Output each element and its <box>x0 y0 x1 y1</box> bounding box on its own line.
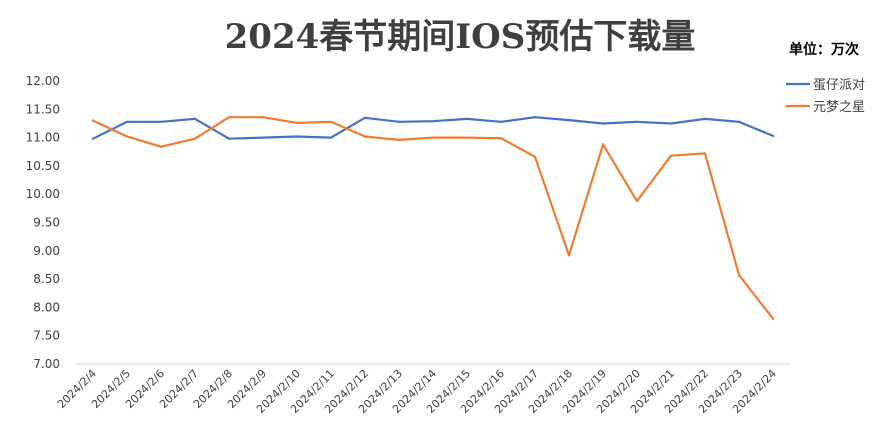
data-point <box>635 120 639 123</box>
data-point <box>193 137 197 140</box>
data-point <box>635 199 639 203</box>
data-point <box>703 117 707 120</box>
y-tick-label: 9.50 <box>33 216 60 230</box>
data-point <box>567 254 571 257</box>
data-point <box>567 119 571 122</box>
data-point <box>261 136 265 139</box>
data-point <box>125 120 129 123</box>
data-point <box>737 120 741 123</box>
legend-label: 元梦之星 <box>813 100 865 115</box>
data-point <box>329 136 333 139</box>
data-point <box>601 122 605 125</box>
data-point <box>363 135 367 138</box>
data-point <box>295 135 299 138</box>
y-tick-label: 10.00 <box>26 187 60 201</box>
data-point <box>771 134 775 137</box>
x-axis: 2024/2/42024/2/52024/2/62024/2/72024/2/8… <box>55 367 779 416</box>
y-tick-label: 11.50 <box>26 102 60 116</box>
data-point <box>499 137 503 140</box>
data-point <box>159 145 163 148</box>
data-point <box>193 117 197 120</box>
y-tick-label: 11.00 <box>26 131 60 145</box>
data-point <box>227 137 231 140</box>
data-point <box>703 152 707 155</box>
data-point <box>261 116 265 119</box>
data-point <box>533 155 537 158</box>
data-point <box>465 136 469 139</box>
data-point <box>295 121 299 124</box>
data-point <box>227 116 231 119</box>
data-point <box>669 154 673 157</box>
data-point <box>125 135 129 138</box>
data-point <box>159 120 163 123</box>
data-point <box>431 136 435 139</box>
data-point <box>669 122 673 125</box>
data-point <box>91 137 95 140</box>
plot-area <box>91 116 775 320</box>
y-tick-label: 8.50 <box>33 272 60 286</box>
data-point <box>499 120 503 123</box>
data-point <box>91 119 95 122</box>
y-tick-label: 8.00 <box>33 300 60 314</box>
data-point <box>397 138 401 141</box>
unit-label: 单位：万次 <box>789 41 859 58</box>
y-tick-label: 12.00 <box>26 74 60 88</box>
y-tick-label: 7.50 <box>33 329 60 343</box>
y-tick-label: 9.00 <box>33 244 60 258</box>
data-point <box>329 120 333 123</box>
data-point <box>737 274 741 277</box>
series-line-2 <box>91 116 775 320</box>
y-tick-label: 7.00 <box>33 357 60 371</box>
data-point <box>465 117 469 120</box>
legend-label: 蛋仔派对 <box>813 78 865 93</box>
data-point <box>601 143 605 146</box>
data-point <box>771 317 775 320</box>
data-point <box>397 120 401 123</box>
chart-title: 2024春节期间IOS预估下载量 <box>225 17 696 57</box>
data-point <box>363 116 367 119</box>
y-tick-label: 10.50 <box>26 159 60 173</box>
y-axis: 7.00 7.50 8.00 8.50 9.00 9.50 10.00 10.50 11.00 1… <box>26 74 60 371</box>
data-point <box>533 116 537 119</box>
data-point <box>431 120 435 123</box>
